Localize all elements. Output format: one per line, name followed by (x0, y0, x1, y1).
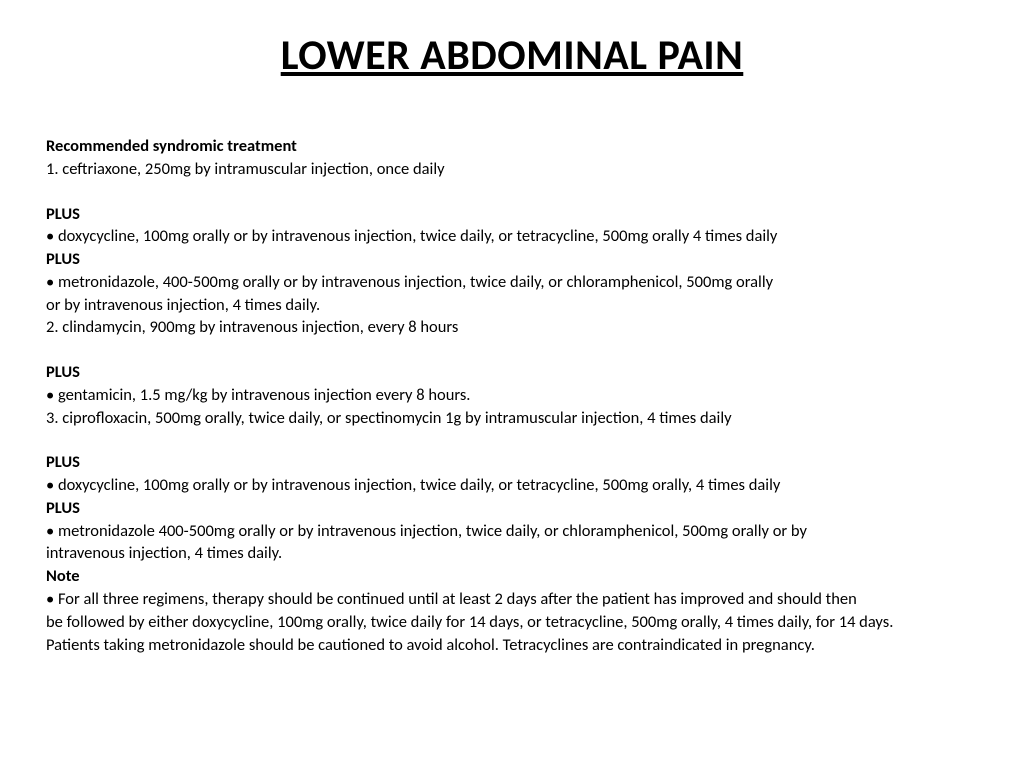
doxycycline-line-2: • doxycycline, 100mg orally or by intrav… (46, 474, 978, 497)
treatment-content: Recommended syndromic treatment 1. ceftr… (46, 135, 978, 656)
metronidazole-line-2b: intravenous injection, 4 times daily. (46, 542, 978, 565)
regimen-1-line: 1. ceftriaxone, 250mg by intramuscular i… (46, 158, 978, 181)
plus-label: PLUS (46, 248, 978, 271)
plus-label: PLUS (46, 361, 978, 384)
note-line-1: • For all three regimens, therapy should… (46, 588, 978, 611)
regimen-3-line: 3. ciprofloxacin, 500mg orally, twice da… (46, 407, 978, 430)
plus-label: PLUS (46, 203, 978, 226)
note-line-2: be followed by either doxycycline, 100mg… (46, 611, 978, 634)
spacer (46, 429, 978, 451)
note-line-3: Patients taking metronidazole should be … (46, 634, 978, 657)
recommended-heading: Recommended syndromic treatment (46, 135, 978, 158)
page-title: LOWER ABDOMINAL PAIN (46, 30, 978, 81)
plus-label: PLUS (46, 497, 978, 520)
metronidazole-line-b: or by intravenous injection, 4 times dai… (46, 294, 978, 317)
spacer (46, 181, 978, 203)
plus-label: PLUS (46, 451, 978, 474)
gentamicin-line: • gentamicin, 1.5 mg/kg by intravenous i… (46, 384, 978, 407)
regimen-2-line: 2. clindamycin, 900mg by intravenous inj… (46, 316, 978, 339)
metronidazole-line-a: • metronidazole, 400-500mg orally or by … (46, 271, 978, 294)
doxycycline-line: • doxycycline, 100mg orally or by intrav… (46, 225, 978, 248)
note-heading: Note (46, 565, 978, 588)
metronidazole-line-2a: • metronidazole 400-500mg orally or by i… (46, 520, 978, 543)
spacer (46, 339, 978, 361)
